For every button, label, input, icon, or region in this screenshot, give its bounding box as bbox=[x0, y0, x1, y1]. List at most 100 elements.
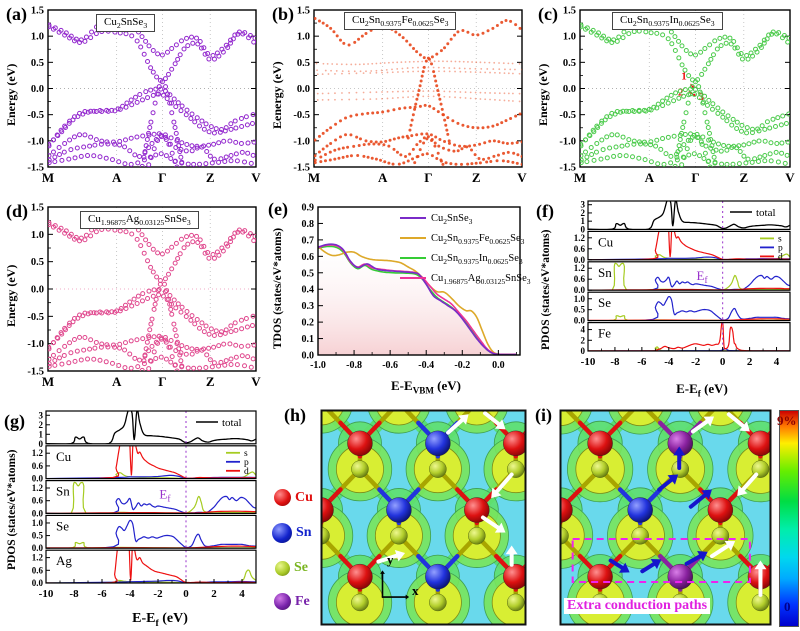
sn-atom bbox=[425, 563, 451, 590]
sn-sphere-icon bbox=[272, 523, 292, 543]
pdos-element-label: Se bbox=[598, 295, 611, 310]
panel-g-label: (g) bbox=[4, 411, 25, 431]
pdos-x-tick: -10 bbox=[581, 356, 596, 368]
k-point-label: A bbox=[378, 170, 388, 185]
panel-d-title: Cu1.96875Ag0.03125SnSe3 bbox=[80, 211, 199, 230]
y-tick-label: 0.7 bbox=[302, 235, 315, 246]
pdos-x-tick: 2 bbox=[211, 588, 217, 600]
spd-legend-label: s bbox=[244, 449, 248, 459]
pdos-y-tick: 1.2 bbox=[574, 263, 586, 273]
pdos-row-Ag: 0.0 0.6 1.2 Ag -10 -8 -6 -4 -2 0 2 4 bbox=[32, 549, 257, 600]
se-atom bbox=[507, 593, 525, 612]
k-point-label: Z bbox=[472, 170, 481, 185]
panel-d: (d) Energy (eV) Cu1.96875Ag0.03125SnSe3 … bbox=[0, 193, 266, 397]
tdos-curve-0 bbox=[317, 243, 517, 356]
y-tick-label: -1.0 bbox=[293, 136, 310, 147]
pdos-y-tick: 1.0 bbox=[32, 518, 44, 528]
pdos-x-tick: -6 bbox=[637, 356, 647, 368]
y-tick-label: -1.5 bbox=[27, 367, 44, 378]
tdos-plot-area: 0.0 0.1 0.2 0.3 0.4 0.5 0.6 0.7 0.8 0.9 -1.0 -0.8 -0… bbox=[302, 203, 521, 371]
cu-atom bbox=[347, 563, 373, 590]
k-point-label: A bbox=[645, 170, 655, 185]
panel-b-label: (b) bbox=[272, 4, 294, 24]
y-tick-label: 0.4 bbox=[302, 285, 315, 296]
panel-b-plot: 1.5 1.0 0.5 0.0 -0.5 -1.0 -1.5M A Γ Z V bbox=[293, 6, 527, 186]
legend-label-se: Se bbox=[294, 560, 308, 575]
y-tick-label: -1.0 bbox=[27, 136, 44, 147]
se-atom bbox=[711, 527, 730, 545]
panel-b: (b) Eenergy (eV) Cu2Sn0.9375Fe0.0625Se3 … bbox=[266, 0, 532, 193]
cu-atom bbox=[347, 430, 373, 457]
k-point-label: M bbox=[42, 374, 54, 389]
y-tick-label: 0.5 bbox=[297, 58, 310, 69]
pdos-y-tick: 0.0 bbox=[32, 543, 44, 553]
pdos-y-tick: 0.6 bbox=[32, 565, 44, 575]
se-atom bbox=[321, 527, 330, 545]
tdos-legend-entry-0: Cu2SnSe3 bbox=[431, 213, 473, 226]
panel-c-title: Cu2Sn0.9375In0.0625Se3 bbox=[612, 12, 723, 31]
y-tick-label: 0.3 bbox=[302, 301, 315, 312]
y-tick-label: 0.9 bbox=[302, 203, 315, 214]
panel-e-ylabel: TDOS (states/eV*atoms) bbox=[272, 227, 284, 350]
pdos-y-tick: 0.5 bbox=[32, 531, 44, 541]
tdos-legend-entry-2: Cu2Sn0.9375In0.0625Se3 bbox=[431, 253, 523, 266]
se-atom bbox=[429, 593, 447, 612]
pdos-y-tick: 0.0 bbox=[574, 316, 586, 326]
sn-atom bbox=[386, 497, 412, 523]
pdos-y-tick: 0 bbox=[581, 346, 586, 356]
y-tick-label: 0.8 bbox=[302, 219, 315, 230]
tdos-legend: Cu2SnSe3 Cu2Sn0.9375Fe0.0625Se3 Cu2Sn0.937… bbox=[400, 213, 531, 286]
conduction-path-arrows bbox=[376, 411, 518, 567]
colorbar bbox=[779, 410, 799, 627]
pdos-y-tick: 1.2 bbox=[32, 448, 44, 458]
pdos-x-tick: -4 bbox=[664, 356, 674, 368]
pdos-y-tick: 0.5 bbox=[574, 305, 586, 315]
y-tick-label: 1.0 bbox=[31, 32, 44, 43]
pdos-x-tick: -8 bbox=[69, 588, 79, 600]
pdos-y-tick: 0.0 bbox=[32, 578, 44, 588]
y-tick-label: -0.5 bbox=[27, 312, 44, 323]
se-atom bbox=[351, 460, 369, 478]
pdos-element-label: Ag bbox=[56, 553, 72, 568]
pdos-element-label: Se bbox=[56, 518, 69, 533]
panel-i: (i) Extra conduction paths 9% 0 bbox=[532, 397, 800, 631]
colorbar-min-label: 0 bbox=[784, 599, 791, 614]
y-tick-label: -1.0 bbox=[27, 339, 44, 350]
pdos-y-tick: 2 bbox=[581, 335, 586, 345]
pdos-x-tick: -2 bbox=[691, 356, 701, 368]
panel-f-xlabel: E-Ef (eV) bbox=[676, 381, 728, 399]
band-plot-area: 1.5 1.0 0.5 0.0 -0.5 -1.0 -1.5M A Γ Z V bbox=[27, 203, 261, 390]
pdos-y-tick: 1.2 bbox=[32, 483, 44, 493]
spd-legend-label: p bbox=[778, 243, 783, 253]
y-tick-label: -0.5 bbox=[559, 110, 576, 121]
se-atom bbox=[560, 527, 569, 545]
y-tick-label: 1.5 bbox=[563, 6, 576, 17]
pdos-row-Fe: 024 Fe-10 -8 -6 -4 -2 0 2 4 bbox=[581, 322, 791, 368]
pdos-y-tick: 0.6 bbox=[574, 274, 586, 284]
k-point-label: Z bbox=[206, 374, 215, 389]
pdos-y-tick: 2 bbox=[39, 420, 44, 430]
legend-label-fe: Fe bbox=[295, 593, 310, 609]
cu-atom bbox=[503, 430, 526, 457]
legend-item-se: Se bbox=[275, 560, 308, 576]
panel-g-ylabel: PDOS (states/eV*atoms) bbox=[6, 449, 18, 570]
cu-atom bbox=[560, 497, 573, 523]
x-tick-label: -0.6 bbox=[382, 360, 398, 371]
pdos-y-tick: 0.0 bbox=[574, 285, 586, 295]
total-legend-label: total bbox=[222, 417, 242, 429]
legend-label-cu: Cu bbox=[295, 489, 313, 505]
y-tick-label: -1.5 bbox=[559, 163, 576, 174]
vbm-annotation: 1 bbox=[681, 71, 687, 83]
pdos-x-tick: 4 bbox=[774, 356, 780, 368]
pdos-y-tick: 2 bbox=[581, 208, 586, 218]
panel-e: (e) TDOS (states/eV*atoms) E-EVBM (eV) 0… bbox=[266, 193, 532, 397]
k-point-label: M bbox=[574, 170, 586, 185]
x-tick-label: -0.4 bbox=[418, 360, 434, 371]
pdos-row-Cu: 0.00.61.2 Cu spd bbox=[574, 230, 791, 265]
panel-d-ylabel: Energy (eV) bbox=[4, 264, 18, 328]
k-point-label: Γ bbox=[691, 170, 699, 185]
pdos-y-tick: 0.0 bbox=[574, 255, 586, 265]
y-tick-label: 0.6 bbox=[302, 252, 315, 263]
